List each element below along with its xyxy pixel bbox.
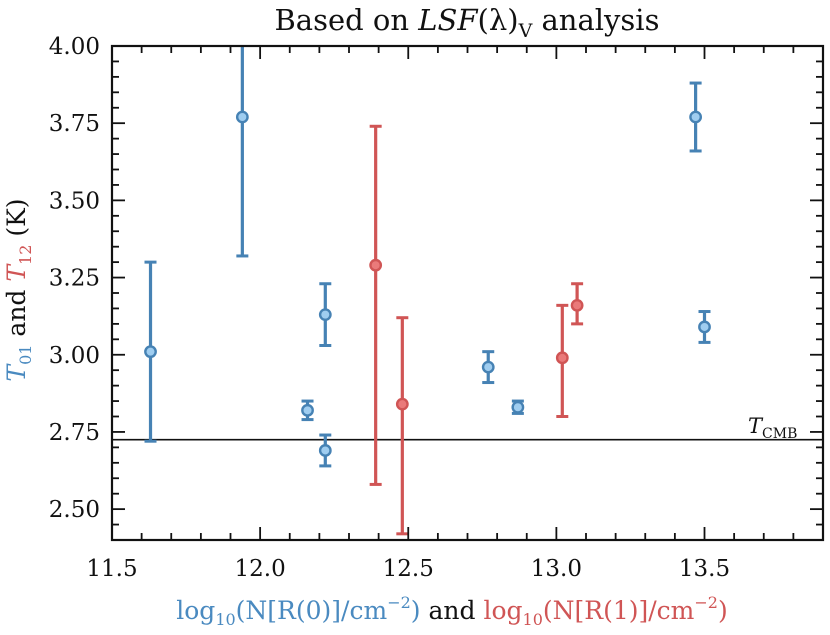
t12-data-point: [555, 351, 569, 365]
tcmb-label: TCMB: [748, 414, 797, 442]
t01-data-point: [511, 400, 525, 414]
x-tick-labels: 11.5 12.0 12.5 13.0 13.5: [86, 556, 730, 582]
x-label-red-sup: −2: [694, 593, 718, 612]
t01-data-point: [301, 403, 314, 417]
x-label-red-close: ): [718, 596, 728, 625]
tcmb-label-sub: CMB: [762, 426, 797, 442]
x-tick-label: 12.5: [383, 556, 434, 582]
t01-data-point: [318, 444, 332, 457]
chart-title: Based on LSF(λ)V analysis: [275, 3, 660, 42]
x-tick-label: 11.5: [86, 556, 137, 582]
t01-data-point: [698, 320, 711, 334]
y-tick-labels: 2.50 2.75 3.00 3.25 3.50 3.75 4.00: [49, 34, 100, 523]
x-label-red-body: (N[R(1)]/cm: [543, 596, 695, 625]
chart-title-prefix: Based on: [275, 3, 419, 37]
x-label-blue-close: ): [411, 596, 421, 625]
x-label-blue-log: log: [176, 596, 215, 625]
axis-ticks: [112, 46, 823, 540]
y-label-t12: T: [2, 263, 31, 282]
t01-data-point: [235, 110, 249, 124]
y-tick-label: 2.50: [49, 497, 100, 523]
t01-data-point: [318, 308, 332, 322]
chart-title-suffix: analysis: [532, 3, 659, 37]
t01-data-point: [689, 110, 703, 124]
y-label-unit: (K): [2, 198, 31, 244]
y-tick-label: 2.75: [49, 420, 100, 446]
x-label-red-sub: 10: [523, 610, 543, 629]
y-tick-label: 4.00: [49, 34, 100, 60]
x-label-and: and: [421, 596, 484, 625]
y-tick-label: 3.50: [49, 188, 100, 214]
y-label-t12-sub: 12: [16, 245, 35, 265]
t12-data-point: [369, 258, 383, 272]
t12-data-point: [395, 397, 409, 411]
x-tick-label: 13.0: [531, 556, 582, 582]
chart-title-paren: (λ): [478, 3, 519, 37]
y-axis-label: T01 and T12 (K): [2, 198, 35, 381]
tcmb-label-t: T: [748, 414, 764, 438]
t12-data-point: [570, 298, 584, 312]
x-axis-label: log10(N[R(0)]/cm−2) and log10(N[R(1)]/cm…: [176, 593, 728, 629]
x-label-red-log: log: [483, 596, 522, 625]
x-tick-label: 12.0: [235, 556, 286, 582]
y-label-and: and: [2, 282, 31, 345]
t01-data-point: [481, 360, 495, 374]
x-label-blue-body: (N[R(0)]/cm: [236, 596, 388, 625]
y-tick-label: 3.75: [49, 111, 100, 137]
x-tick-label: 13.5: [679, 556, 730, 582]
y-tick-label: 3.00: [49, 343, 100, 369]
plot-frame: [110, 44, 825, 542]
chart-title-math: LSF: [417, 3, 478, 37]
data-marks: [144, 46, 711, 536]
y-label-t01: T: [2, 363, 31, 382]
t01-data-point: [144, 345, 157, 359]
x-label-blue-sup: −2: [387, 593, 411, 612]
x-label-blue-sub: 10: [215, 610, 235, 629]
y-label-t01-sub: 01: [16, 345, 35, 365]
chart-title-sub: V: [518, 20, 533, 42]
y-tick-label: 3.25: [49, 266, 100, 292]
